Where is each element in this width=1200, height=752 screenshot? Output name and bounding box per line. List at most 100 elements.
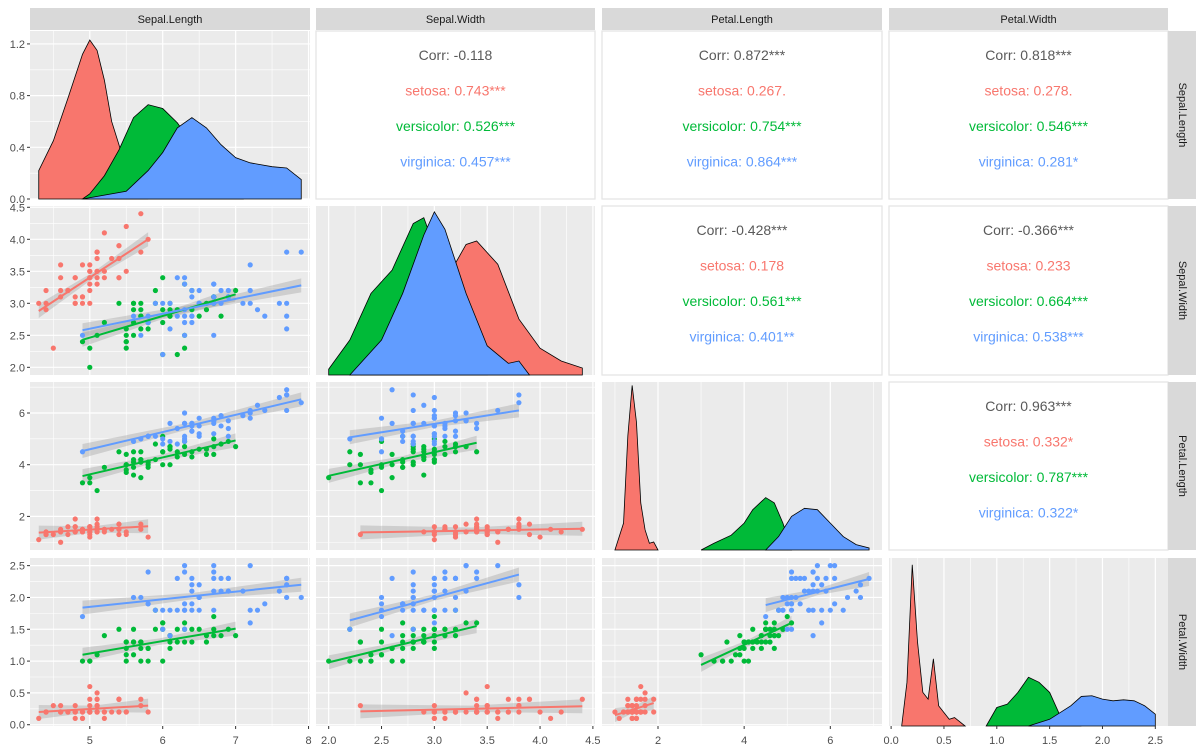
point-versicolor [87,658,93,664]
point-versicolor [181,345,188,351]
point-versicolor [776,633,782,639]
point-virginica [410,569,416,575]
corr-virginica-label: virginica: 0.538*** [973,329,1084,345]
regression-line-versicolor [82,627,236,656]
corr-virginica-label: virginica: 0.864*** [687,154,798,170]
point-setosa [526,521,533,527]
point-setosa [101,715,107,721]
point-setosa [94,709,100,715]
corr-virginica-label: virginica: 0.457*** [400,154,511,170]
point-setosa [495,715,501,721]
density-setosa [901,564,967,727]
point-virginica [776,607,782,613]
density-setosa [614,385,659,551]
x-tick-label: 4.5 [585,735,600,747]
point-setosa [484,531,490,538]
point-virginica [196,415,202,421]
point-virginica [284,249,290,255]
point-virginica [284,387,290,393]
point-virginica [181,410,188,416]
point-setosa [651,709,657,715]
point-setosa [109,709,115,715]
point-versicolor [94,487,100,494]
point-versicolor [211,613,217,620]
point-virginica [832,575,838,581]
point-setosa [548,715,554,721]
point-setosa [616,715,622,721]
point-versicolor [87,480,93,486]
point-virginica [431,407,437,414]
point-virginica [284,300,290,306]
point-versicolor [389,475,395,481]
y-tick-label: 0.0 [10,720,25,732]
panel-Sepal.Length-vs-Sepal.Width: Corr: -0.118 setosa: 0.743*** versicolor: … [315,30,596,200]
point-setosa [36,715,42,721]
point-versicolor [421,444,427,450]
point-versicolor [123,451,129,457]
panel-Sepal.Length-vs-Petal.Length: Corr: 0.872*** setosa: 0.267. versicolor: … [601,30,883,200]
panel-bg [602,382,882,550]
point-virginica [218,575,224,581]
point-setosa [474,709,480,715]
point-virginica [196,607,202,613]
point-setosa [452,524,459,530]
y-tick-label: 2.5 [10,330,25,342]
point-virginica [819,607,825,613]
point-versicolor [116,626,122,632]
point-virginica [211,332,217,338]
point-versicolor [160,307,166,313]
corr-setosa-label: setosa: 0.233 [986,258,1070,274]
point-virginica [145,569,151,575]
point-versicolor [442,444,448,450]
panel-Petal.Width-vs-Sepal.Width [316,558,595,726]
point-setosa [36,300,42,306]
panel-Petal.Length-vs-Sepal.Length [30,382,310,550]
point-versicolor [357,451,363,457]
panel-layer: Corr: -0.118 setosa: 0.743*** versicolor: … [30,30,1169,727]
point-versicolor [167,446,173,452]
corr-overall-label: Corr: 0.872*** [699,47,786,63]
point-virginica [284,594,290,601]
point-virginica [211,607,217,613]
point-virginica [284,575,290,581]
corr-panel-bg [315,30,596,200]
regression-line-setosa [38,525,149,534]
point-setosa [72,516,78,522]
point-setosa [101,709,107,715]
point-setosa [537,709,543,715]
tick-layer: 5 6 7 8 2.0 2.5 3.0 3.5 4.0 4.5 2 4 6 0.0 0.5 1.0 1.5 2.0… [10,39,1163,747]
strip-right-bg [1168,558,1196,726]
point-versicolor [784,613,790,620]
point-versicolor [233,633,239,639]
point-virginica [788,626,795,632]
point-setosa [484,709,490,715]
point-versicolor [771,633,777,639]
point-virginica [247,287,253,294]
point-virginica [247,620,253,626]
point-versicolor [347,462,353,468]
point-virginica [189,428,195,434]
point-virginica [347,626,353,632]
point-virginica [284,326,290,332]
point-setosa [579,696,585,702]
point-virginica [474,425,480,432]
point-virginica [784,626,790,632]
y-tick-label: 4.5 [10,202,25,214]
point-virginica [788,569,795,575]
point-versicolor [130,472,137,478]
point-setosa [87,281,93,287]
point-virginica [431,582,437,588]
point-setosa [145,534,151,540]
point-setosa [463,690,469,696]
corr-overall-label: Corr: -0.428*** [696,222,788,238]
point-versicolor [123,469,129,476]
point-versicolor [196,313,202,319]
point-virginica [174,275,180,281]
corr-panel-bg [888,30,1169,200]
point-versicolor [130,626,137,632]
point-virginica [181,626,188,632]
strip-top-bg [30,8,310,30]
point-versicolor [116,300,122,306]
x-tick-label: 8 [305,735,311,747]
